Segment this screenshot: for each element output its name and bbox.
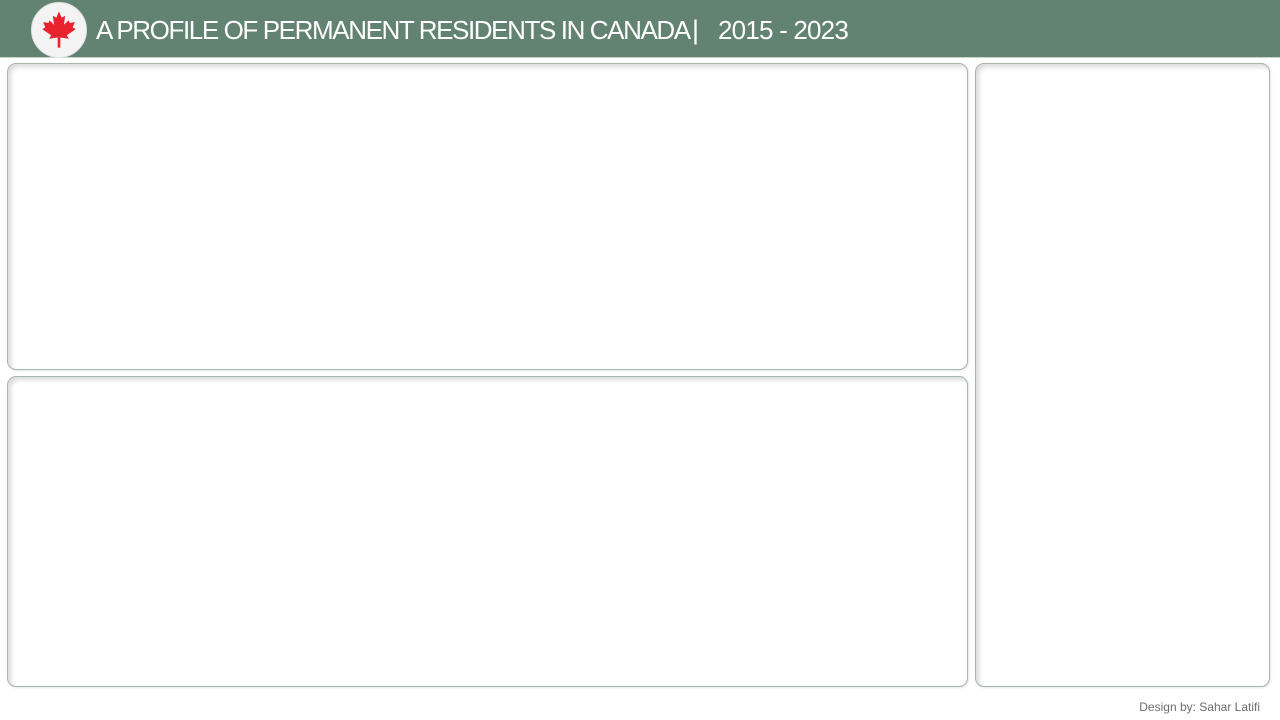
panel-top-left <box>7 63 968 370</box>
page-title: A PROFILE OF PERMANENT RESIDENTS IN CANA… <box>96 15 691 45</box>
panel-bottom-left <box>7 376 968 687</box>
panel-right <box>975 63 1270 687</box>
logo <box>31 2 87 58</box>
year-range: 2015 - 2023 <box>718 15 849 45</box>
header-bar: A PROFILE OF PERMANENT RESIDENTS IN CANA… <box>0 0 1280 58</box>
title-separator: | <box>692 15 700 45</box>
maple-leaf-icon <box>42 11 76 48</box>
design-credit: Design by: Sahar Latifi <box>1139 700 1260 714</box>
